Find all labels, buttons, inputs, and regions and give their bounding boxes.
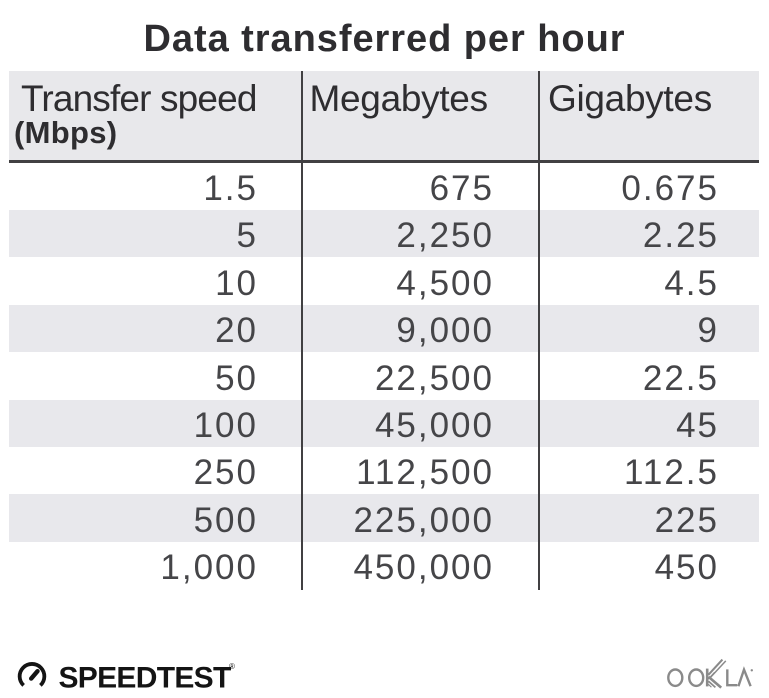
svg-text:®: ® xyxy=(229,662,235,671)
svg-text:SPEEDTEST: SPEEDTEST xyxy=(59,662,231,695)
